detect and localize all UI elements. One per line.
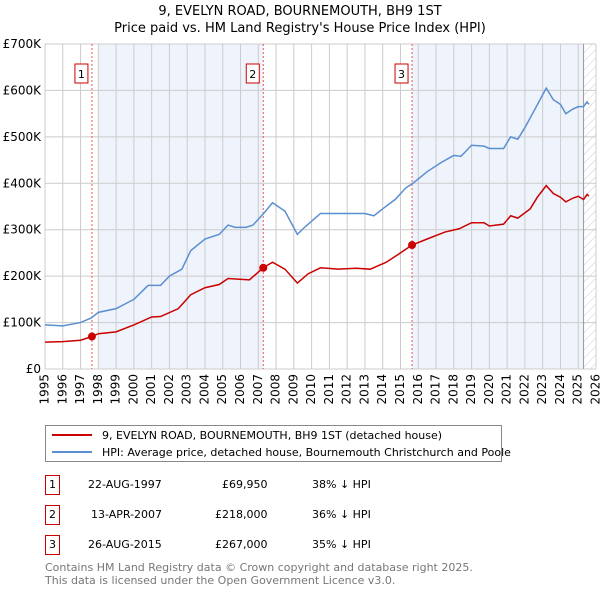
x-tick-label: 2010: [304, 374, 318, 405]
y-tick-label: £200K: [3, 269, 43, 283]
x-tick-label: 1996: [55, 374, 69, 405]
sale-point: [259, 263, 268, 272]
y-tick-label: £400K: [3, 176, 43, 190]
shaded-band: [98, 44, 264, 369]
x-tick-label: 1999: [109, 374, 123, 405]
sale-point: [408, 241, 417, 250]
legend: 9, EVELYN ROAD, BOURNEMOUTH, BH9 1ST (de…: [45, 425, 511, 462]
x-tick-label: 2021: [500, 374, 514, 405]
price: £218,000: [215, 508, 268, 521]
x-tick-label: 2004: [197, 374, 211, 405]
x-tick-label: 2013: [357, 374, 371, 405]
date: 13-APR-2007: [91, 508, 163, 521]
legend-blue-line: [52, 451, 92, 453]
x-tick-label: 2025: [571, 374, 585, 405]
transaction-row: 3 26-AUG-2015 £267,000 35% ↓ HPI: [0, 535, 600, 555]
price: £267,000: [215, 538, 268, 551]
x-tick-label: 2000: [126, 374, 140, 405]
y-tick-label: £100K: [3, 316, 43, 330]
legend-property: 9, EVELYN ROAD, BOURNEMOUTH, BH9 1ST (de…: [102, 428, 443, 442]
hpi-line: [44, 86, 590, 327]
line-chart: 1995 1996 1997 1998 1999 2000 2001 2002 2003 2004…: [3, 37, 600, 405]
x-tick-label: 2007: [251, 374, 265, 405]
x-tick-label: 2014: [375, 374, 389, 405]
x-tick-label: 2003: [180, 374, 194, 405]
x-tick-label: 2006: [233, 374, 247, 405]
price: £69,950: [222, 478, 268, 491]
sale-label-box: [245, 63, 260, 84]
date: 26-AUG-2015: [88, 538, 162, 551]
x-tick-label: 2012: [340, 374, 354, 405]
property-price-line: [44, 184, 590, 343]
x-tick-label: 2009: [286, 374, 300, 405]
x-tick-label: 2017: [429, 374, 443, 405]
date: 22-AUG-1997: [88, 478, 162, 491]
transaction-row: 1 22-AUG-1997 £69,950 38% ↓ HPI: [0, 475, 600, 495]
footer-licence: This data is licensed under the Open Gov…: [45, 574, 396, 587]
marker-badge: 2: [45, 505, 60, 525]
y-tick-label: £300K: [3, 223, 43, 237]
footer: Contains HM Land Registry data © Crown c…: [45, 561, 473, 587]
x-tick-label: 2008: [269, 374, 283, 405]
x-tick-label: 2002: [162, 374, 176, 405]
y-tick-label: £0: [26, 362, 41, 376]
x-tick-label: 2026: [589, 374, 600, 405]
x-tick-label: 2023: [535, 374, 549, 405]
hpi-diff: 38% ↓ HPI: [312, 478, 371, 491]
x-tick-label: 2001: [144, 374, 158, 405]
x-tick-label: 2022: [517, 374, 531, 405]
y-tick-label: £600K: [3, 83, 43, 97]
x-tick-label: 2020: [482, 374, 496, 405]
x-tick-label: 2018: [446, 374, 460, 405]
sale-label-box: [394, 63, 409, 84]
marker-badge: 3: [45, 535, 60, 555]
x-tick-label: 2015: [393, 374, 407, 405]
sale-label: 3: [398, 68, 405, 81]
y-tick-label: £700K: [3, 37, 43, 51]
x-tick-label: 2005: [215, 374, 229, 405]
marker-badge: 1: [45, 475, 60, 495]
x-tick-label: 2011: [322, 374, 336, 405]
x-tick-label: 1995: [38, 374, 52, 405]
forecast-hatch: [583, 44, 596, 369]
x-tick-label: 2019: [464, 374, 478, 405]
sale-label: 2: [249, 68, 256, 81]
legend-hpi: HPI: Average price, detached house, Bour…: [102, 445, 511, 459]
chart-subtitle: Price paid vs. HM Land Registry's House …: [114, 21, 486, 36]
sale-point: [87, 332, 96, 341]
footer-copyright: Contains HM Land Registry data © Crown c…: [45, 561, 473, 574]
hpi-diff: 36% ↓ HPI: [312, 508, 371, 521]
transaction-row: 2 13-APR-2007 £218,000 36% ↓ HPI: [0, 505, 600, 525]
y-tick-label: £500K: [3, 130, 43, 144]
hpi-diff: 35% ↓ HPI: [312, 538, 371, 551]
x-tick-label: 2016: [411, 374, 425, 405]
x-tick-label: 1998: [91, 374, 105, 405]
chart-title: 9, EVELYN ROAD, BOURNEMOUTH, BH9 1ST: [158, 4, 442, 19]
shaded-band: [412, 44, 584, 369]
x-tick-label: 1997: [73, 374, 87, 405]
x-tick-label: 2024: [553, 374, 567, 405]
sale-label-box: [74, 63, 89, 84]
legend-red-line: [52, 434, 92, 436]
sale-label: 1: [78, 68, 85, 81]
